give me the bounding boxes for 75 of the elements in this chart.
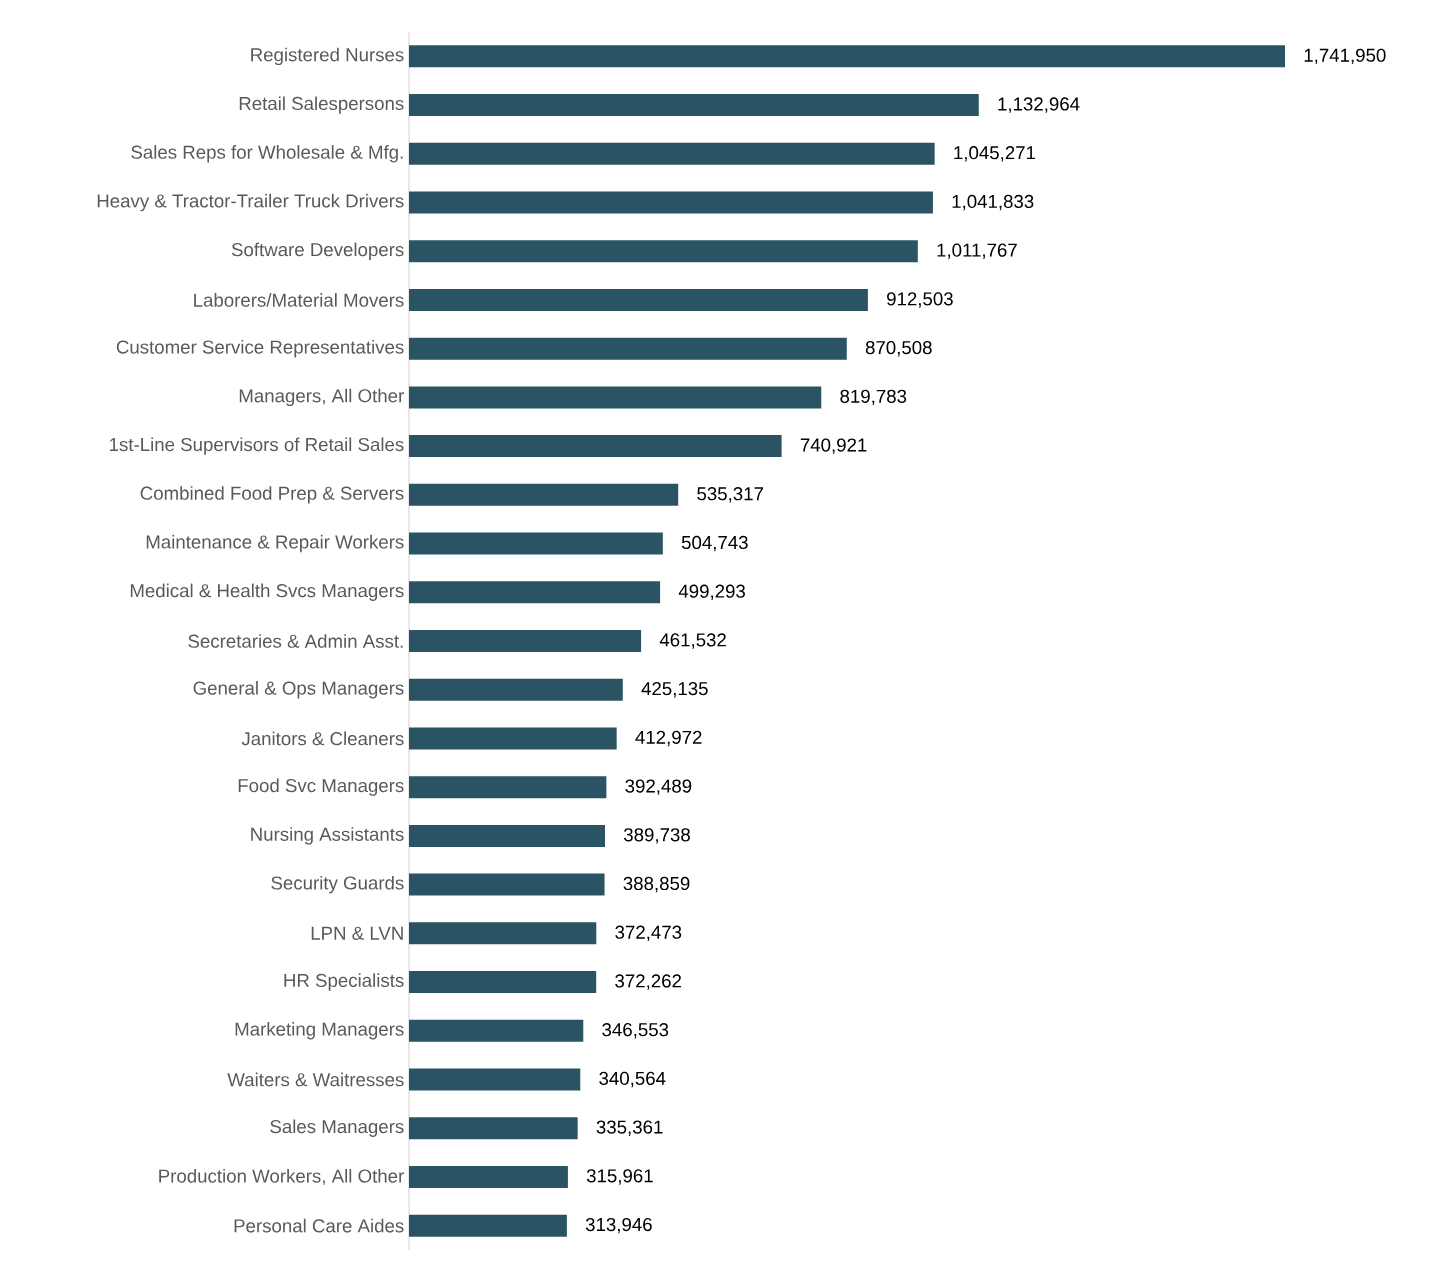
bar bbox=[409, 873, 605, 896]
data-label: 346,553 bbox=[602, 1023, 669, 1039]
y-tick-label: Heavy & Tractor-Trailer Truck Drivers bbox=[97, 193, 404, 212]
bar bbox=[409, 337, 847, 360]
y-tick-label: Janitors & Cleaners bbox=[241, 731, 404, 746]
bar bbox=[409, 142, 935, 165]
data-label: 870,508 bbox=[865, 340, 932, 357]
y-tick-label: Retail Salespersons bbox=[239, 96, 404, 114]
y-tick-label: 1st-Line Supervisors of Retail Sales bbox=[110, 437, 404, 455]
data-label: 1,132,964 bbox=[998, 97, 1080, 113]
y-tick-label: Production Workers, All Other bbox=[159, 1168, 404, 1185]
y-tick-label: General & Ops Managers bbox=[193, 681, 404, 699]
data-label: 372,473 bbox=[615, 925, 682, 942]
y-tick-label: Personal Care Aides bbox=[234, 1218, 404, 1233]
data-label: 340,564 bbox=[599, 1071, 666, 1088]
data-label: 461,532 bbox=[659, 633, 726, 649]
data-label: 912,503 bbox=[887, 292, 953, 308]
y-tick-label: Security Guards bbox=[271, 875, 404, 894]
y-tick-label: Marketing Managers bbox=[235, 1022, 404, 1040]
data-label: 412,972 bbox=[635, 730, 702, 747]
y-tick-label: Sales Managers bbox=[270, 1119, 404, 1137]
bar bbox=[409, 581, 661, 604]
data-label: 499,293 bbox=[678, 584, 745, 600]
bar bbox=[409, 1165, 568, 1188]
bar bbox=[409, 1214, 567, 1237]
data-label: 1,741,950 bbox=[1304, 48, 1386, 65]
bar bbox=[409, 483, 679, 506]
data-label: 1,011,767 bbox=[937, 243, 1017, 259]
bar bbox=[409, 386, 822, 409]
bar bbox=[409, 971, 597, 994]
bar bbox=[409, 532, 663, 555]
bar bbox=[409, 435, 782, 458]
bar bbox=[409, 678, 623, 701]
bar bbox=[409, 1068, 581, 1091]
y-tick-label: HR Specialists bbox=[284, 973, 404, 991]
bar bbox=[409, 824, 605, 847]
data-label: 392,489 bbox=[625, 779, 692, 795]
data-label: 504,743 bbox=[681, 535, 748, 552]
data-label: 388,859 bbox=[623, 876, 690, 893]
y-tick-label: Waiters & Waitresses bbox=[227, 1072, 404, 1087]
data-label: 315,961 bbox=[586, 1169, 653, 1185]
y-tick-label: Food Svc Managers bbox=[238, 778, 404, 796]
bar bbox=[409, 630, 642, 652]
y-tick-label: Customer Service Representatives bbox=[116, 339, 404, 358]
data-label: 335,361 bbox=[596, 1120, 663, 1136]
bar bbox=[409, 94, 979, 117]
bar bbox=[409, 288, 868, 311]
data-label: 313,946 bbox=[585, 1217, 652, 1234]
y-tick-label: Managers, All Other bbox=[239, 388, 404, 407]
bar bbox=[409, 240, 918, 263]
bar bbox=[409, 776, 607, 799]
y-tick-label: Nursing Assistants bbox=[251, 827, 404, 845]
data-label: 1,041,833 bbox=[952, 194, 1034, 211]
data-label: 819,783 bbox=[840, 389, 907, 406]
data-label: 740,921 bbox=[800, 438, 867, 454]
y-tick-label: Medical & Health Svcs Managers bbox=[130, 583, 404, 601]
bar bbox=[409, 1019, 584, 1042]
y-tick-label: Combined Food Prep & Servers bbox=[140, 486, 404, 504]
y-tick-label: Laborers/Material Movers bbox=[194, 293, 404, 307]
bar bbox=[409, 922, 597, 945]
y-tick-label: Maintenance & Repair Workers bbox=[146, 534, 404, 553]
y-tick-label: Registered Nurses bbox=[251, 47, 404, 66]
data-label: 425,135 bbox=[641, 682, 708, 698]
data-label: 1,045,271 bbox=[954, 146, 1036, 162]
bar bbox=[409, 45, 1286, 68]
y-tick-label: Sales Reps for Wholesale & Mfg. bbox=[131, 145, 403, 163]
data-label: 389,738 bbox=[623, 828, 690, 844]
bar bbox=[409, 727, 617, 750]
y-tick-label: Secretaries & Admin Asst. bbox=[188, 634, 403, 648]
y-tick-label: Software Developers bbox=[231, 242, 404, 260]
bar bbox=[409, 1117, 578, 1140]
y-tick-label: LPN & LVN bbox=[311, 926, 403, 940]
data-label: 535,317 bbox=[697, 487, 764, 503]
data-label: 372,262 bbox=[615, 974, 682, 990]
bar bbox=[409, 191, 933, 214]
